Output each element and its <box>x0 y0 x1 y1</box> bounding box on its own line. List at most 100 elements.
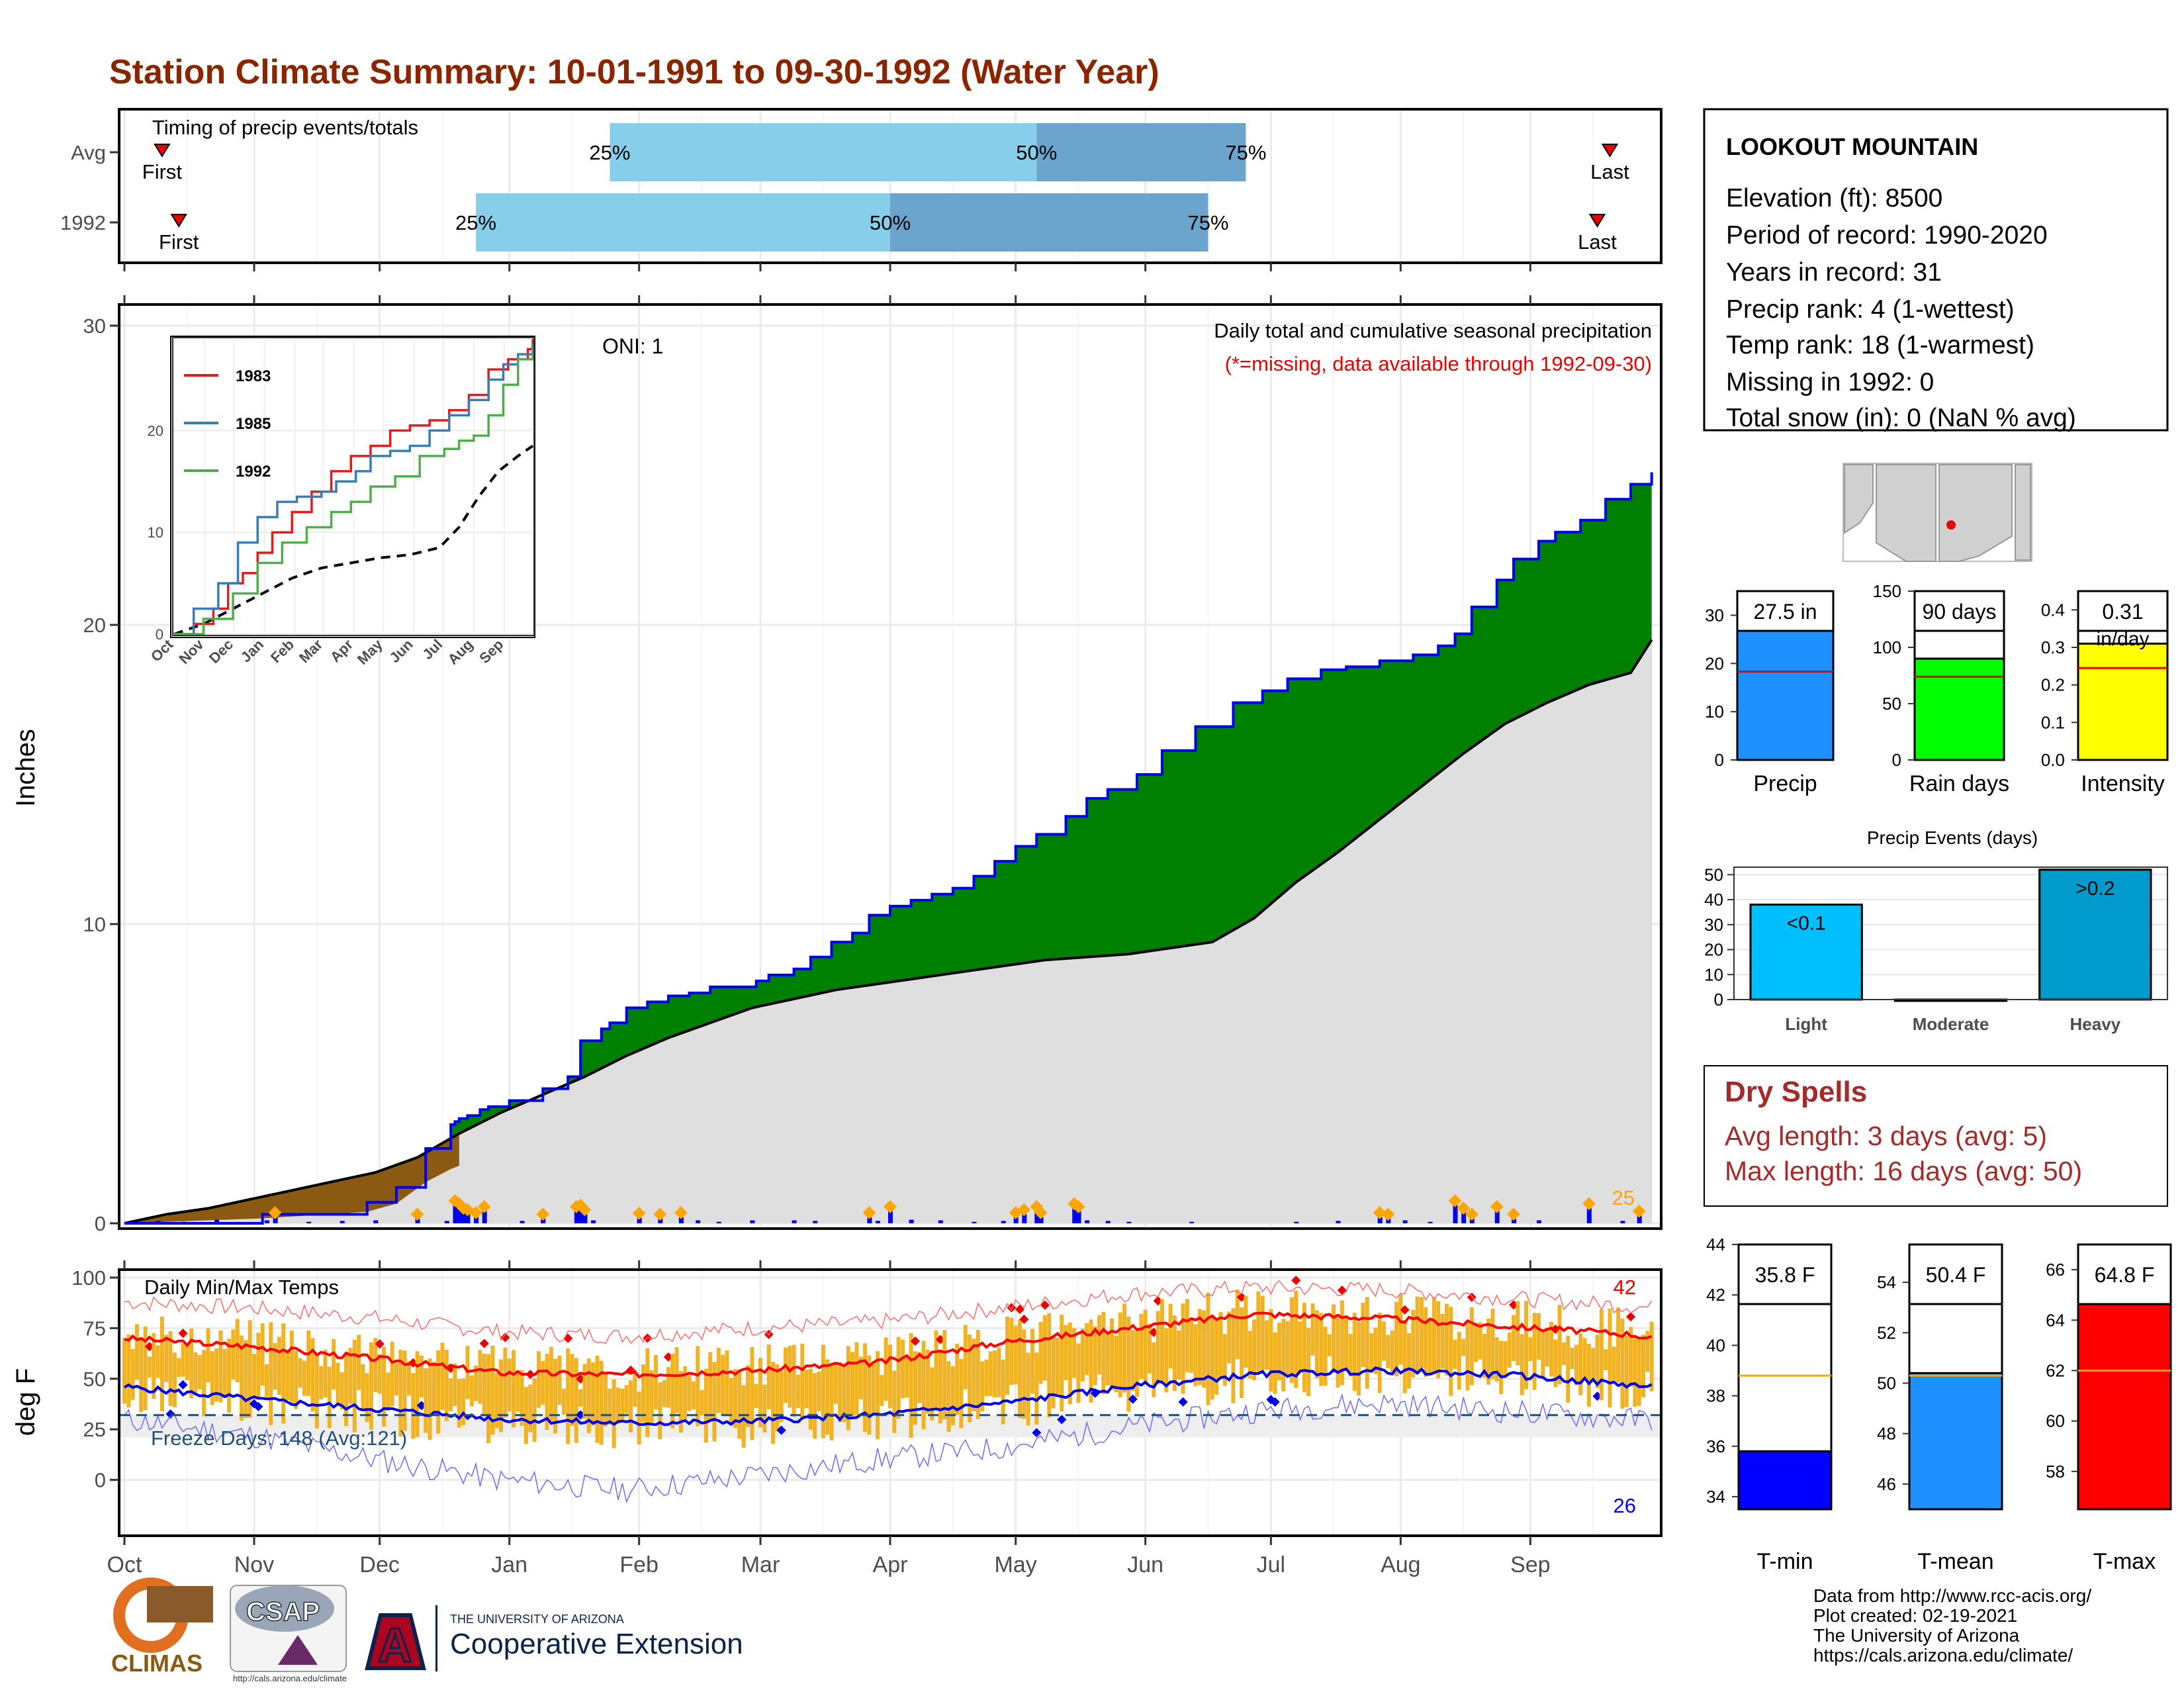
events-y-tick-label: 50 <box>1704 865 1723 884</box>
temp-daily-bar <box>357 1335 361 1390</box>
temp-daily-bar <box>838 1362 842 1423</box>
temp-daily-bar <box>240 1335 244 1421</box>
temp-daily-bar <box>1340 1300 1344 1385</box>
temp-daily-bar <box>976 1330 980 1419</box>
temp-daily-bar <box>582 1364 587 1419</box>
summary-label: Rain days <box>1909 771 2009 796</box>
temp-daily-bar <box>1256 1291 1261 1374</box>
timing-q75-label: 75% <box>1225 141 1266 164</box>
temp-daily-bar <box>858 1356 863 1399</box>
temp-daily-bar <box>649 1370 654 1423</box>
record-high-marker <box>910 1336 921 1346</box>
summary-y-tick-label: 0.1 <box>2041 712 2065 732</box>
daily-precip-bar <box>273 1217 278 1223</box>
station-line-2: Period of record: 1990-2020 <box>1726 221 2048 250</box>
temp-daily-bar <box>909 1333 913 1438</box>
temp-daily-bar <box>1545 1327 1549 1367</box>
temp-daily-bar <box>1637 1337 1641 1406</box>
temp-daily-bar <box>984 1359 989 1396</box>
temp-daily-bar <box>1130 1330 1135 1391</box>
temp-daily-bar <box>1089 1319 1093 1403</box>
summary-y-tick-label: 50 <box>1882 694 1901 714</box>
temp-daily-bar <box>884 1337 888 1401</box>
oni-label: ONI: 1 <box>602 334 663 358</box>
temp-daily-bar <box>1189 1319 1194 1373</box>
daily-precip-marker <box>1490 1200 1504 1213</box>
temp-daily-bar <box>616 1387 621 1424</box>
daily-precip-bar <box>1022 1214 1027 1223</box>
temp-daily-bar <box>624 1385 629 1414</box>
temp-daily-bar <box>1541 1330 1545 1378</box>
temp-daily-bar <box>1126 1316 1131 1412</box>
daily-precip-bar <box>541 1219 546 1223</box>
temp-daily-bar <box>1633 1335 1637 1407</box>
temp-daily-bar <box>1616 1307 1621 1383</box>
dry-spells-avg: Avg length: 3 days (avg: 5) <box>1725 1121 2047 1151</box>
temp-daily-bar <box>1599 1309 1604 1401</box>
temp-daily-bar <box>888 1344 892 1409</box>
summary-y-tick-label: 36 <box>1706 1436 1725 1456</box>
daily-precip-bar <box>444 1221 449 1223</box>
daily-precip-bar <box>264 1220 269 1223</box>
summary-y-tick-label: 52 <box>1877 1323 1896 1342</box>
daily-precip-bar <box>792 1220 797 1223</box>
timing-q75-label: 75% <box>1187 211 1228 234</box>
daily-precip-bar <box>156 1221 161 1223</box>
temp-daily-bar <box>549 1346 553 1423</box>
temp-daily-bar <box>599 1360 604 1445</box>
temp-daily-bar <box>1336 1317 1340 1388</box>
temp-daily-bar <box>641 1364 645 1423</box>
daily-precip-bar <box>465 1214 471 1223</box>
summary-label: Precip <box>1753 771 1817 796</box>
month-label: Aug <box>1381 1552 1421 1577</box>
temp-daily-bar <box>310 1338 315 1412</box>
temp-daily-bar <box>1005 1316 1010 1395</box>
temp-daily-bar <box>398 1350 403 1436</box>
temp-daily-bar <box>432 1362 436 1416</box>
temp-daily-bar <box>168 1331 173 1406</box>
temp-daily-bar <box>1612 1346 1616 1381</box>
temp-daily-bar <box>365 1373 369 1423</box>
daily-precip-bar <box>1126 1221 1132 1223</box>
temp-daily-bar <box>997 1347 1001 1397</box>
temp-daily-bar <box>662 1380 666 1407</box>
temp-daily-bar <box>846 1346 850 1430</box>
daily-precip-bar <box>696 1220 701 1223</box>
temp-daily-bar <box>244 1340 248 1419</box>
summary-y-tick-label: 100 <box>1873 637 1901 657</box>
temp-title: Daily Min/Max Temps <box>144 1276 339 1299</box>
temp-y-tick-label: 0 <box>95 1469 106 1492</box>
temp-daily-bar <box>633 1370 637 1407</box>
temp-daily-bar <box>336 1362 340 1405</box>
temp-daily-bar <box>1298 1321 1302 1372</box>
daily-precip-bar <box>1637 1215 1642 1223</box>
temp-daily-bar <box>528 1384 533 1432</box>
daily-precip-bar <box>1512 1219 1517 1223</box>
temp-daily-bar <box>955 1344 960 1415</box>
timing-marker-label: First <box>142 160 183 183</box>
summary-y-tick-label: 40 <box>1706 1335 1725 1355</box>
summary-bar <box>1736 626 1835 761</box>
temp-daily-bar <box>1060 1315 1064 1412</box>
temp-daily-bar <box>1629 1327 1633 1387</box>
temp-y-tick-label: 100 <box>71 1266 106 1289</box>
temp-daily-bar <box>1231 1308 1236 1403</box>
temp-daily-bar <box>746 1365 751 1427</box>
daily-precip-bar <box>373 1220 379 1223</box>
temp-daily-bar <box>222 1348 227 1398</box>
temp-daily-bar <box>181 1343 185 1377</box>
events-y-tick-label: 30 <box>1704 915 1723 935</box>
temp-daily-bar <box>1490 1308 1495 1380</box>
temp-daily-bar <box>1532 1313 1537 1390</box>
temp-daily-bar <box>281 1323 286 1424</box>
temp-daily-bar <box>1022 1329 1026 1419</box>
temp-daily-bar <box>770 1362 775 1444</box>
temp-daily-bar <box>1143 1309 1148 1382</box>
summary-y-tick-label: 66 <box>2046 1260 2065 1280</box>
temp-daily-bar <box>126 1334 131 1408</box>
temp-daily-bar <box>1624 1335 1629 1407</box>
daily-precip-bar <box>340 1221 345 1223</box>
temp-daily-bar <box>298 1358 302 1388</box>
summary-value-box <box>2077 1243 2172 1305</box>
